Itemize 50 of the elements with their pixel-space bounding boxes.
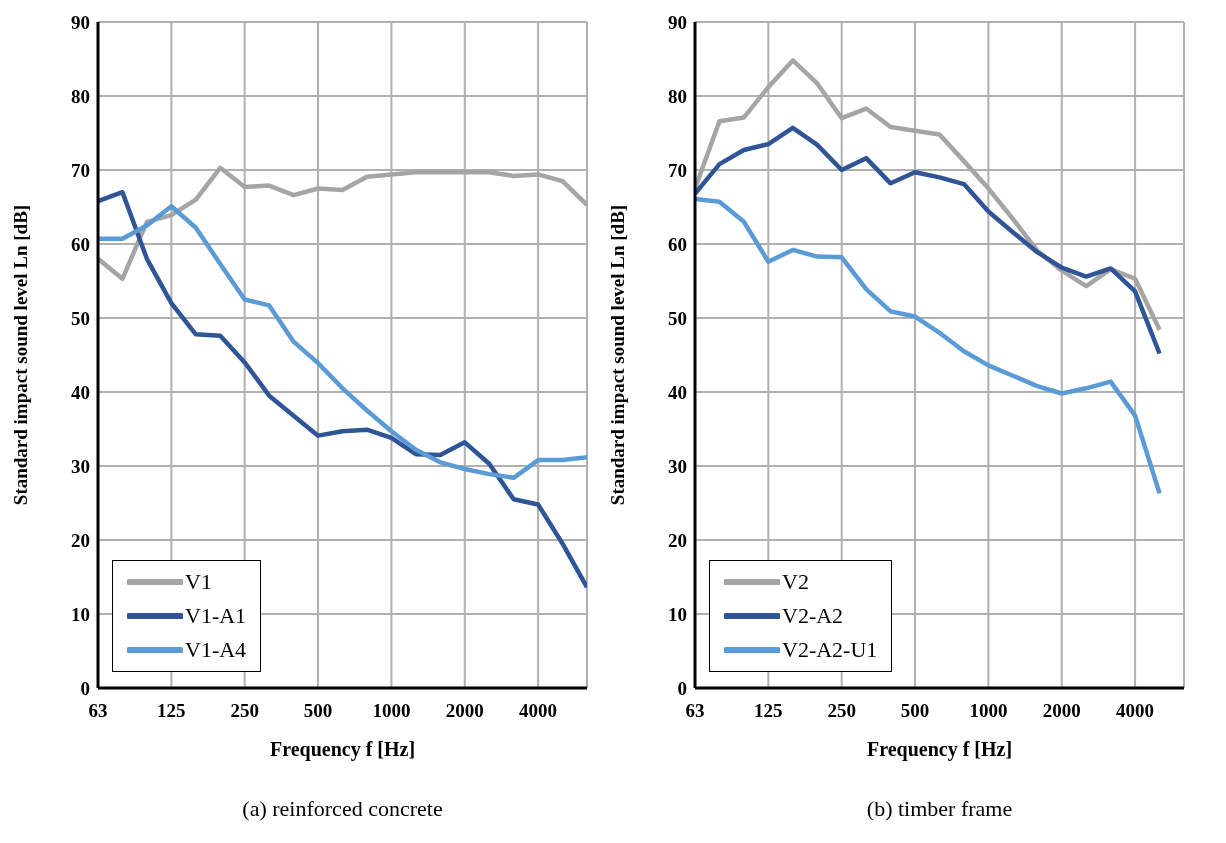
- y-tick-label: 70: [71, 159, 90, 181]
- x-tick-label: 63: [685, 700, 705, 722]
- y-tick-label: 20: [71, 529, 90, 551]
- text: (a) reinforced concrete: [241, 796, 444, 822]
- x-tick-label: 250: [230, 700, 259, 722]
- y-tick-label: 80: [71, 85, 90, 107]
- y-tick-label: 0: [677, 677, 687, 699]
- y-tick-label: 20: [668, 529, 687, 551]
- y-tick-label: 30: [71, 455, 90, 477]
- y-axis-title: Standard impact sound level Ln [dB]: [606, 204, 628, 506]
- legend-label: V2: [782, 569, 809, 595]
- y-tick-label: 40: [668, 381, 687, 403]
- line-series: [98, 204, 587, 481]
- x-tick-label: 125: [157, 700, 186, 722]
- text: (b) timber frame: [865, 796, 1014, 822]
- x-tick-label: 125: [754, 700, 783, 722]
- y-tick-label: 0: [80, 677, 90, 699]
- legend-label: V1-A1: [185, 603, 247, 629]
- y-tick-label: 50: [71, 307, 90, 329]
- y-tick-label: 30: [668, 455, 687, 477]
- line-series: [695, 196, 1162, 496]
- y-tick-label: 10: [71, 603, 90, 625]
- x-tick-label: 1000: [969, 700, 1008, 722]
- y-tick-label: 40: [71, 381, 90, 403]
- line-series: [695, 125, 1162, 356]
- y-axis-title: Standard impact sound level Ln [dB]: [9, 204, 31, 506]
- x-tick-label: 500: [900, 700, 930, 722]
- x-axis-title: Frequency f [Hz]: [269, 738, 416, 761]
- legend-label: V2-A2-U1: [782, 637, 878, 663]
- y-tick-label: 90: [668, 11, 687, 33]
- line-series: [98, 189, 587, 590]
- x-tick-label: 2000: [1042, 700, 1081, 722]
- x-tick-label: 4000: [1116, 700, 1155, 722]
- x-tick-label: 500: [303, 700, 333, 722]
- legend-label: V1-A4: [185, 637, 247, 663]
- y-tick-label: 50: [668, 307, 687, 329]
- legend-label: V2-A2: [782, 603, 844, 629]
- x-tick-label: 250: [827, 700, 856, 722]
- y-tick-label: 80: [668, 85, 687, 107]
- x-tick-label: 1000: [372, 700, 411, 722]
- legend-label: V1: [185, 569, 212, 595]
- y-tick-label: 60: [71, 233, 90, 255]
- x-tick-label: 2000: [445, 700, 484, 722]
- y-tick-label: 90: [71, 11, 90, 33]
- y-tick-label: 10: [668, 603, 687, 625]
- y-tick-label: 60: [668, 233, 687, 255]
- y-tick-label: 70: [668, 159, 687, 181]
- x-axis-title: Frequency f [Hz]: [866, 738, 1013, 761]
- x-tick-label: 4000: [519, 700, 558, 722]
- x-tick-label: 63: [88, 700, 108, 722]
